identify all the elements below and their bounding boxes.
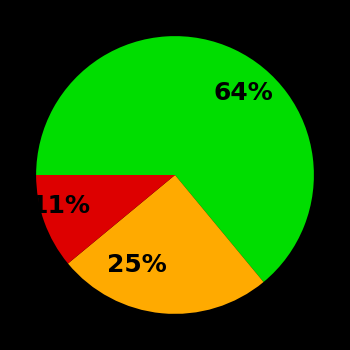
Wedge shape: [68, 175, 264, 314]
Text: 64%: 64%: [214, 81, 273, 105]
Text: 25%: 25%: [107, 253, 167, 277]
Wedge shape: [36, 175, 175, 264]
Text: 11%: 11%: [30, 194, 90, 218]
Wedge shape: [36, 36, 314, 282]
